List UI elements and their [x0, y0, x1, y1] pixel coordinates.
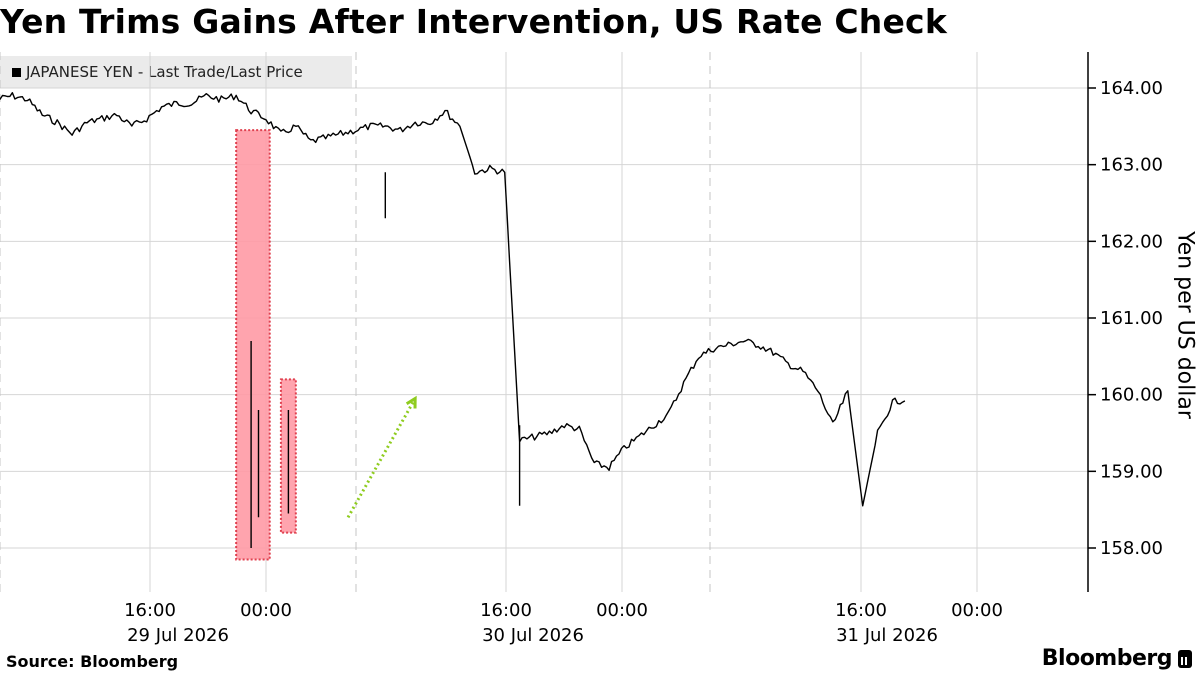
series-layer [0, 92, 906, 548]
x-date-label: 31 Jul 2026 [836, 625, 938, 646]
trend-arrow-head [405, 395, 417, 409]
bloomberg-terminal-icon [1178, 649, 1192, 668]
legend-swatch [12, 67, 21, 77]
source-note: Source: Bloomberg [6, 652, 179, 671]
legend: JAPANESE YEN - Last Trade/Last Price [0, 56, 352, 88]
trend-arrow [346, 397, 417, 519]
y-axis-label: Yen per US dollar [1172, 231, 1198, 419]
x-time-label: 00:00 [951, 600, 1003, 621]
x-date-label: 30 Jul 2026 [482, 625, 584, 646]
x-time-label: 16:00 [124, 600, 176, 621]
grid-lines [0, 52, 1088, 592]
brand-name: Bloomberg [1041, 646, 1173, 671]
y-axis: 158.00 159.00 160.00 161.00 162.00 163.00 164.… [1087, 52, 1163, 592]
legend-label: JAPANESE YEN - Last Trade/Last Price [26, 63, 303, 81]
chart-title: Yen Trims Gains After Intervention, US R… [0, 2, 947, 41]
x-axis: 16:00 00:00 16:00 00:00 16:00 00:00 29 Jul 202… [124, 600, 1003, 646]
x-time-label: 00:00 [596, 600, 648, 621]
y-tick-label: 159.00 [1100, 461, 1163, 482]
x-time-label: 16:00 [480, 600, 532, 621]
annotations [235, 129, 417, 561]
highlight-intervention [235, 129, 271, 561]
y-tick-label: 162.00 [1100, 231, 1163, 252]
x-time-label: 16:00 [835, 600, 887, 621]
brand-logo: Bloomberg [1042, 646, 1192, 671]
y-tick-label: 158.00 [1100, 538, 1163, 559]
y-tick-label: 160.00 [1100, 385, 1163, 406]
x-time-label: 00:00 [240, 600, 292, 621]
x-date-label: 29 Jul 2026 [127, 625, 229, 646]
y-tick-label: 164.00 [1100, 78, 1163, 99]
y-tick-label: 163.00 [1100, 155, 1163, 176]
y-tick-label: 161.00 [1100, 308, 1163, 329]
series-line-japanese-yen [0, 92, 906, 548]
